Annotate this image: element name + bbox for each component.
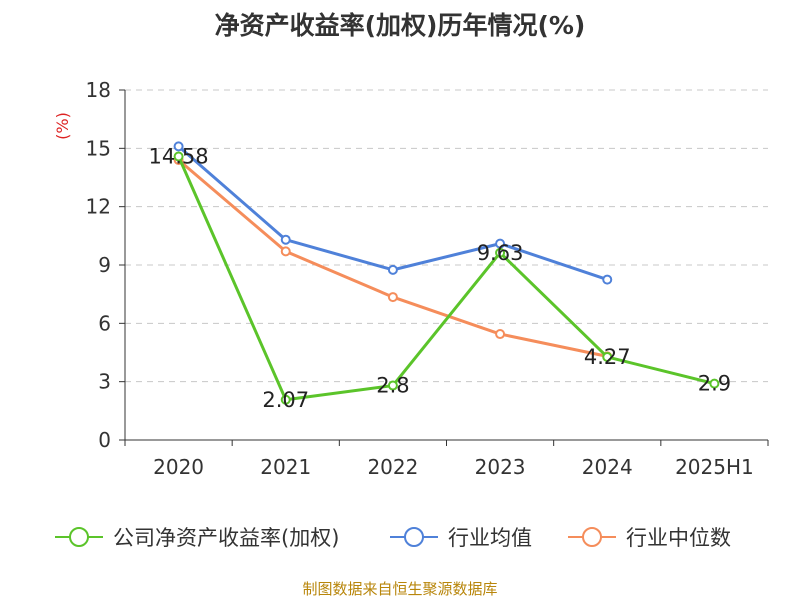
y-axis-label: (%) xyxy=(53,112,72,140)
legend-marker xyxy=(582,527,602,547)
grid-lines xyxy=(125,89,768,383)
data-label: 4.27 xyxy=(584,345,631,369)
data-label: 2.9 xyxy=(698,372,731,396)
data-label: 9.63 xyxy=(477,241,524,265)
data-label: 2.8 xyxy=(376,374,409,398)
series-line xyxy=(177,155,715,402)
y-tick-label: 6 xyxy=(98,311,111,335)
legend-marker xyxy=(69,527,89,547)
data-point xyxy=(495,329,506,340)
legend: 公司净资产收益率(加权) 行业均值 行业中位数 xyxy=(55,526,731,550)
y-tick-label: 18 xyxy=(86,78,111,102)
data-point xyxy=(387,292,398,303)
legend-item: 公司净资产收益率(加权) xyxy=(55,526,339,550)
x-tick-label: 2024 xyxy=(582,455,633,479)
legend-label: 公司净资产收益率(加权) xyxy=(113,526,339,550)
data-point xyxy=(173,151,184,162)
y-tick-label: 9 xyxy=(98,253,111,277)
data-point xyxy=(387,264,398,275)
source-note: 制图数据来自恒生聚源数据库 xyxy=(302,580,498,598)
legend-marker xyxy=(404,527,424,547)
x-tick-label: 2023 xyxy=(475,455,526,479)
legend-label: 行业中位数 xyxy=(626,526,731,550)
data-point xyxy=(495,247,506,258)
y-tick-label: 0 xyxy=(98,428,111,452)
data-point xyxy=(280,394,291,405)
series-lines xyxy=(173,141,720,405)
data-point xyxy=(602,351,613,362)
data-point xyxy=(280,234,291,245)
x-tick-label: 2025H1 xyxy=(675,455,754,479)
legend-label: 行业均值 xyxy=(448,526,532,550)
x-tick-label: 2022 xyxy=(367,455,418,479)
data-point xyxy=(173,141,184,152)
data-label: 2.07 xyxy=(262,388,309,412)
y-tick-label: 15 xyxy=(86,136,111,160)
chart-title: 净资产收益率(加权)历年情况(%) xyxy=(214,11,586,40)
legend-item: 行业中位数 xyxy=(568,526,731,550)
data-point xyxy=(709,378,720,389)
legend-item: 行业均值 xyxy=(390,526,532,550)
y-tick-label: 3 xyxy=(98,370,111,394)
data-labels: 14.58 2.07 2.8 9.63 4.27 2.9 xyxy=(149,145,732,412)
data-point xyxy=(495,238,506,249)
data-point xyxy=(280,246,291,257)
x-tick-label: 2021 xyxy=(260,455,311,479)
y-tick-label: 12 xyxy=(86,195,111,219)
axes: 0 3 6 9 12 15 18 (%) 2020 2021 2022 2023 2024 2025H1 xyxy=(53,78,769,479)
data-point xyxy=(602,274,613,285)
data-point xyxy=(387,380,398,391)
x-tick-label: 2020 xyxy=(153,455,204,479)
data-label: 14.58 xyxy=(149,145,209,169)
